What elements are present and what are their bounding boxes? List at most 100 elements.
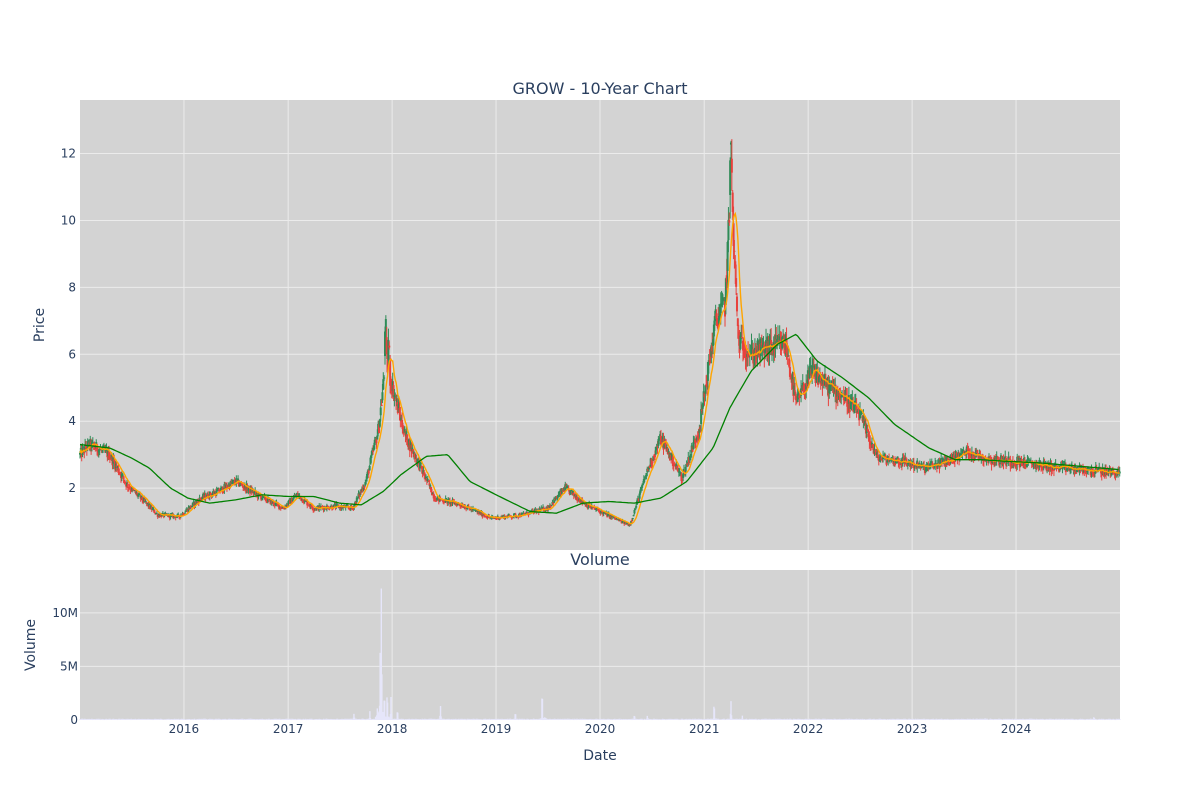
candle-body — [508, 514, 511, 516]
volume-bar — [105, 718, 107, 720]
candle-body — [838, 391, 841, 396]
candle-body — [954, 451, 957, 460]
candle-body — [719, 303, 722, 314]
x-tick-label: 2022 — [793, 722, 824, 736]
volume-bar — [1108, 718, 1110, 720]
volume-bar — [273, 718, 275, 720]
candle-body — [353, 505, 356, 508]
candle-body — [1050, 463, 1053, 471]
candle-body — [122, 476, 125, 480]
candle-body — [653, 455, 656, 458]
candle-body — [589, 504, 592, 508]
candle-body — [796, 393, 799, 402]
candle-body — [237, 480, 240, 487]
candle-body — [907, 462, 910, 464]
candle-body — [150, 506, 153, 510]
candle-body — [238, 485, 241, 487]
candle-body — [732, 223, 735, 247]
candle-body — [137, 493, 140, 496]
candle-body — [642, 479, 645, 484]
candle-body — [1008, 458, 1011, 460]
volume-bar — [306, 718, 308, 720]
candle-body — [419, 462, 422, 469]
candle-body — [97, 450, 100, 453]
candle-body — [501, 516, 504, 518]
volume-bar — [705, 718, 707, 720]
candle-body — [365, 480, 368, 482]
candle-body — [485, 516, 488, 519]
candle-body — [557, 494, 560, 497]
candle-body — [1051, 469, 1054, 472]
candle-body — [311, 506, 314, 510]
candle-body — [842, 394, 845, 401]
candle-body — [859, 409, 862, 414]
volume-bar — [439, 706, 442, 720]
candle-body — [618, 519, 621, 521]
price-chart-title: GROW - 10-Year Chart — [512, 79, 687, 98]
candle-body — [430, 487, 433, 493]
candle-body — [701, 403, 704, 409]
candle-body — [328, 508, 331, 510]
candle-body — [383, 331, 386, 357]
candle-body — [735, 278, 738, 287]
volume-bar — [118, 718, 120, 720]
candle-body — [1025, 464, 1028, 466]
candle-body — [143, 499, 146, 501]
candle-body — [860, 412, 863, 414]
candle-body — [306, 501, 309, 506]
volume-bar — [775, 718, 778, 720]
candle-body — [645, 473, 648, 477]
candle-body — [902, 458, 905, 460]
volume-bar — [515, 714, 517, 720]
volume-bar — [153, 718, 156, 720]
candle-body — [602, 512, 605, 514]
candle-body — [222, 491, 225, 493]
candle-body — [1032, 463, 1035, 465]
candle-body — [121, 474, 124, 476]
candle-body — [788, 358, 791, 367]
candle-body — [593, 507, 596, 509]
candle-body — [751, 346, 754, 349]
volume-bar — [544, 717, 546, 720]
candle-body — [1038, 460, 1041, 468]
volume-bar — [353, 717, 356, 720]
candle-body — [1100, 472, 1103, 476]
volume-bar — [311, 718, 313, 720]
candle-body — [621, 520, 624, 523]
volume-bar — [779, 718, 781, 720]
volume-bar — [634, 716, 636, 720]
price-y-tick-label: 8 — [68, 280, 76, 294]
candle-body — [742, 348, 745, 358]
candle-body — [1009, 459, 1012, 467]
price-axis-title: Price — [32, 308, 48, 342]
candle-body — [924, 466, 927, 471]
volume-bar — [134, 718, 136, 720]
candle-body — [774, 334, 777, 349]
candle-body — [231, 482, 234, 484]
candle-body — [87, 440, 90, 443]
candle-body — [991, 460, 994, 463]
candle-body — [240, 483, 243, 485]
candle-body — [295, 493, 298, 495]
volume-bar — [369, 711, 371, 720]
candle-body — [207, 494, 210, 498]
candle-body — [305, 500, 308, 502]
candle-body — [241, 484, 244, 486]
candle-body — [335, 503, 338, 508]
candle-body — [1103, 473, 1106, 477]
volume-bar — [579, 718, 582, 720]
candle-body — [367, 470, 370, 474]
volume-bar — [897, 718, 899, 720]
volume-bar — [872, 718, 874, 720]
candle-body — [729, 142, 732, 145]
candle-body — [764, 349, 767, 353]
candle-body — [1004, 456, 1007, 460]
candle-body — [846, 396, 849, 407]
candle-body — [406, 434, 409, 446]
candle-body — [483, 515, 486, 517]
candle-body — [233, 480, 236, 483]
candle-body — [881, 459, 884, 461]
volume-bar — [741, 715, 744, 720]
volume-bar — [242, 718, 244, 720]
candle-body — [961, 450, 964, 454]
